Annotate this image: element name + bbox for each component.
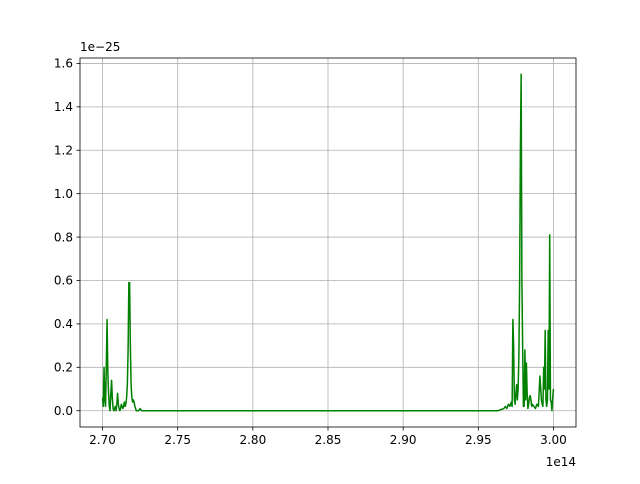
y-tick-label: 1.4	[54, 100, 73, 114]
y-tick-label: 0.4	[54, 317, 73, 331]
y-offset-text: 1e−25	[80, 40, 120, 54]
x-tick-label: 2.80	[239, 433, 266, 447]
x-tick-label: 2.70	[89, 433, 116, 447]
x-tick-label: 2.95	[465, 433, 492, 447]
y-axis: 0.0 0.2 0.4 0.6 0.8 1.0 1.2 1.4 1.6	[54, 57, 80, 418]
x-axis: 2.70 2.75 2.80 2.85 2.90 2.95 3.00	[89, 427, 567, 447]
y-tick-label: 1.6	[54, 57, 73, 71]
y-tick-label: 1.2	[54, 143, 73, 157]
y-tick-label: 0.0	[54, 404, 73, 418]
y-tick-label: 1.0	[54, 187, 73, 201]
x-tick-label: 2.85	[315, 433, 342, 447]
series-layer	[101, 73, 555, 412]
x-tick-label: 2.90	[390, 433, 417, 447]
y-tick-label: 0.6	[54, 274, 73, 288]
x-offset-text: 1e14	[546, 455, 576, 469]
y-tick-label: 0.8	[54, 230, 73, 244]
series-line-1	[101, 73, 555, 412]
y-tick-label: 0.2	[54, 361, 73, 375]
x-tick-label: 3.00	[540, 433, 567, 447]
x-tick-label: 2.75	[164, 433, 191, 447]
